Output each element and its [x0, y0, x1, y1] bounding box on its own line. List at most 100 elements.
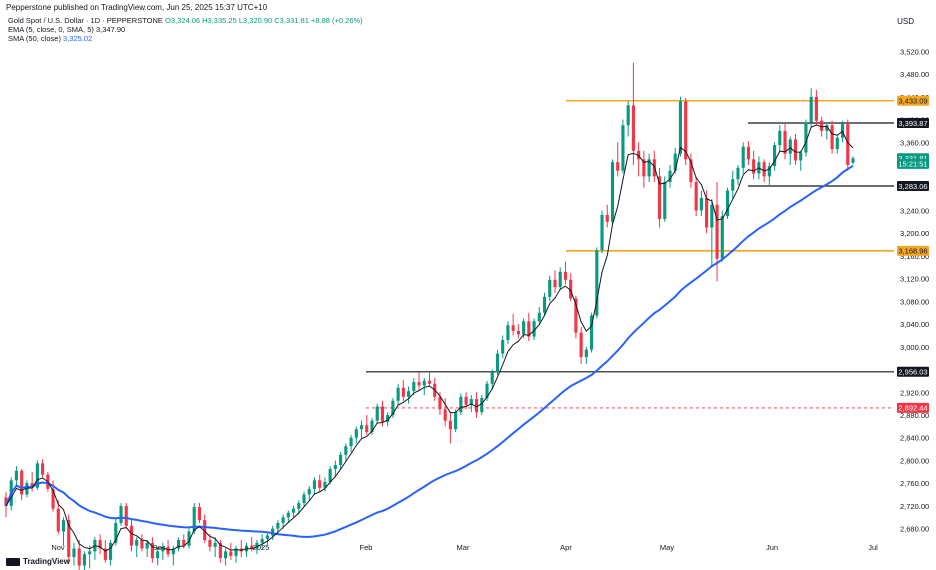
y-tick-label: 2,920.00 — [900, 388, 929, 397]
candle-body — [88, 551, 92, 555]
candle-body — [699, 197, 703, 211]
candle-body — [129, 525, 134, 546]
candle-body — [480, 397, 484, 413]
candle-body — [208, 540, 212, 547]
candle-body — [41, 463, 45, 475]
y-tick-label: 3,120.00 — [900, 275, 929, 284]
candle-body — [135, 540, 139, 546]
candle-body — [548, 279, 552, 297]
candle-body — [767, 166, 771, 177]
candle-body — [825, 125, 829, 131]
price-tag-bg — [897, 95, 929, 106]
y-tick-label: 3,160.00 — [900, 252, 929, 261]
x-tick-label: Dec — [152, 543, 166, 552]
candle-body — [312, 480, 317, 489]
candle-body — [532, 321, 536, 337]
candle-body — [438, 396, 442, 410]
candle-body — [537, 312, 541, 322]
candle-body — [365, 425, 369, 433]
candle-body — [710, 204, 714, 228]
y-tick-label: 2,720.00 — [900, 502, 929, 511]
candle-body — [443, 409, 447, 421]
candle-body — [391, 400, 395, 415]
candle-body — [511, 325, 515, 331]
chart-legend: Gold Spot / U.S. Dollar · 1D · PEPPERSTO… — [8, 16, 363, 43]
tradingview-logo[interactable]: TradingView — [6, 557, 70, 566]
price-tag-label: 3,283.06 — [898, 182, 927, 191]
candle-body — [250, 545, 254, 549]
price-tag-bg — [897, 158, 929, 169]
candle-body — [82, 554, 86, 566]
candle-body — [631, 105, 635, 151]
legend-ema-label[interactable]: EMA (5, close, 0, SMA, 5) — [8, 25, 94, 34]
price-tag-bg — [897, 118, 929, 129]
y-tick-label: 3,480.00 — [900, 70, 929, 79]
legend-symbol[interactable]: Gold Spot / U.S. Dollar · 1D · PEPPERSTO… — [8, 16, 163, 25]
candle-body — [145, 542, 149, 549]
candle-body — [124, 505, 128, 526]
candle-body — [590, 315, 594, 350]
legend-sma-label[interactable]: SMA (50, close) — [8, 34, 61, 43]
candle-body — [359, 425, 364, 430]
y-tick-label: 3,240.00 — [900, 206, 929, 215]
candle-body — [108, 542, 113, 560]
candle-body — [380, 406, 385, 422]
candle-body — [448, 420, 452, 430]
candle-body — [197, 507, 202, 521]
candle-body — [375, 406, 379, 421]
candle-body — [527, 321, 531, 337]
price-tag-label: 3,168.96 — [898, 247, 927, 256]
candle-body — [119, 505, 123, 523]
candle-body — [265, 535, 269, 539]
y-tick-label: 2,800.00 — [900, 456, 929, 465]
candle-body — [595, 250, 599, 316]
candle-body — [788, 139, 792, 154]
candle-body — [762, 162, 766, 177]
candle-body — [569, 279, 573, 299]
candle-body — [140, 540, 144, 549]
y-tick-label: 3,520.00 — [900, 47, 929, 56]
candle-body — [187, 531, 191, 546]
candle-body — [464, 396, 468, 405]
candle-body — [20, 470, 24, 495]
y-tick-label: 3,360.00 — [900, 138, 929, 147]
candle-body — [323, 482, 327, 488]
candle-body — [302, 494, 306, 504]
candle-body — [616, 162, 620, 171]
sma-line — [5, 164, 854, 538]
currency-label[interactable]: USD — [897, 17, 914, 26]
candle-body — [705, 197, 709, 228]
candle-body — [370, 420, 374, 433]
candle-body — [281, 517, 285, 523]
price-tag-bg — [897, 402, 929, 413]
y-tick-label: 3,000.00 — [900, 343, 929, 352]
tradingview-logo-icon — [6, 557, 20, 566]
candle-body — [454, 412, 458, 430]
candle-body — [678, 101, 683, 154]
candle-body — [297, 503, 301, 509]
candle-body — [30, 483, 34, 488]
candle-body — [804, 122, 808, 153]
candle-body — [286, 512, 290, 518]
y-tick-label: 2,760.00 — [900, 479, 929, 488]
candle-body — [260, 538, 264, 543]
candle-body — [427, 380, 432, 384]
candle-body — [516, 330, 520, 335]
candle-body — [386, 415, 390, 422]
candle-body — [558, 271, 562, 288]
y-tick-label: 2,880.00 — [900, 411, 929, 420]
candle-body — [459, 396, 463, 413]
tradingview-brand: TradingView — [23, 557, 70, 566]
x-tick-label: Nov — [51, 543, 65, 552]
candle-body — [851, 158, 855, 163]
candle-body — [56, 508, 60, 532]
y-tick-label: 3,200.00 — [900, 229, 929, 238]
candle-body — [114, 522, 118, 543]
candle-body — [229, 551, 233, 556]
candle-body — [255, 542, 259, 549]
candle-body — [741, 146, 745, 168]
price-tag-label: 2,892.44 — [898, 404, 927, 413]
candle-body — [673, 153, 677, 171]
candle-body — [793, 139, 798, 161]
